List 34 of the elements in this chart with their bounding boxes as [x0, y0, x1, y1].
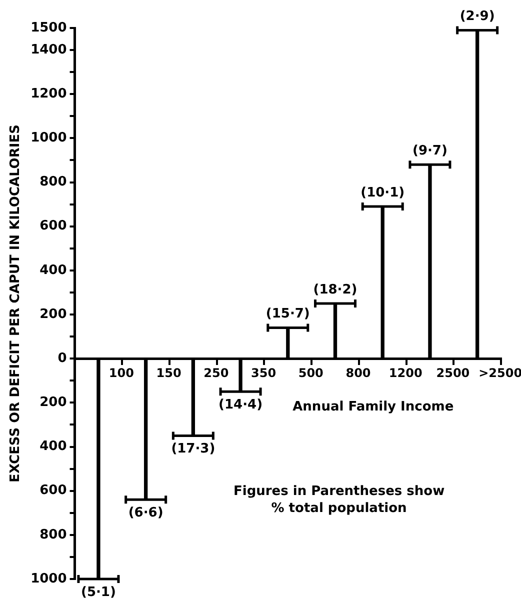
y-tick-label: 1200 — [30, 86, 67, 102]
data-label: (17·3) — [171, 442, 216, 457]
y-tick-label: 1000 — [30, 571, 67, 586]
y-tick-label: 400 — [40, 439, 67, 454]
y-tick-label: 800 — [40, 174, 67, 190]
data-label: (9·7) — [412, 144, 448, 159]
data-label: (14·4) — [218, 398, 263, 413]
y-tick-label: 1400 — [30, 42, 67, 58]
y-tick-label: 400 — [40, 262, 67, 278]
x-tick-label: 800 — [346, 366, 371, 380]
y-tick-label: 200 — [40, 395, 67, 410]
data-label: (6·6) — [128, 506, 164, 521]
y-axis-title: EXCESS OR DEFICIT PER CAPUT IN KILOCALORIES — [8, 124, 24, 482]
y-tick-label: 600 — [40, 218, 67, 234]
x-tick-label: 2500 — [436, 366, 470, 380]
x-tick-label: 250 — [204, 366, 229, 380]
data-label: (10·1) — [360, 185, 405, 200]
data-label: (18·2) — [313, 282, 358, 298]
y-tick-label: 1500 — [30, 20, 67, 36]
y-tick-label: 600 — [40, 483, 67, 498]
x-tick-label: 500 — [298, 366, 324, 380]
x-tick-label: 1200 — [388, 366, 422, 380]
data-label: (2·9) — [460, 9, 495, 24]
annotation: Figures in Parentheses show % total population — [233, 484, 445, 516]
y-tick-label: 800 — [40, 527, 67, 542]
y-tick-label: 1000 — [30, 130, 67, 146]
y-tick-label: 200 — [40, 306, 67, 322]
x-tick-label: 350 — [251, 366, 276, 380]
data-label: (15·7) — [266, 306, 310, 322]
x-tick-label: 150 — [156, 366, 182, 380]
x-tick-label: 100 — [108, 366, 134, 380]
y-tick-label: 0 — [58, 350, 67, 366]
x-axis-title: Annual Family Income — [292, 400, 454, 415]
data-label: (5·1) — [81, 584, 116, 600]
